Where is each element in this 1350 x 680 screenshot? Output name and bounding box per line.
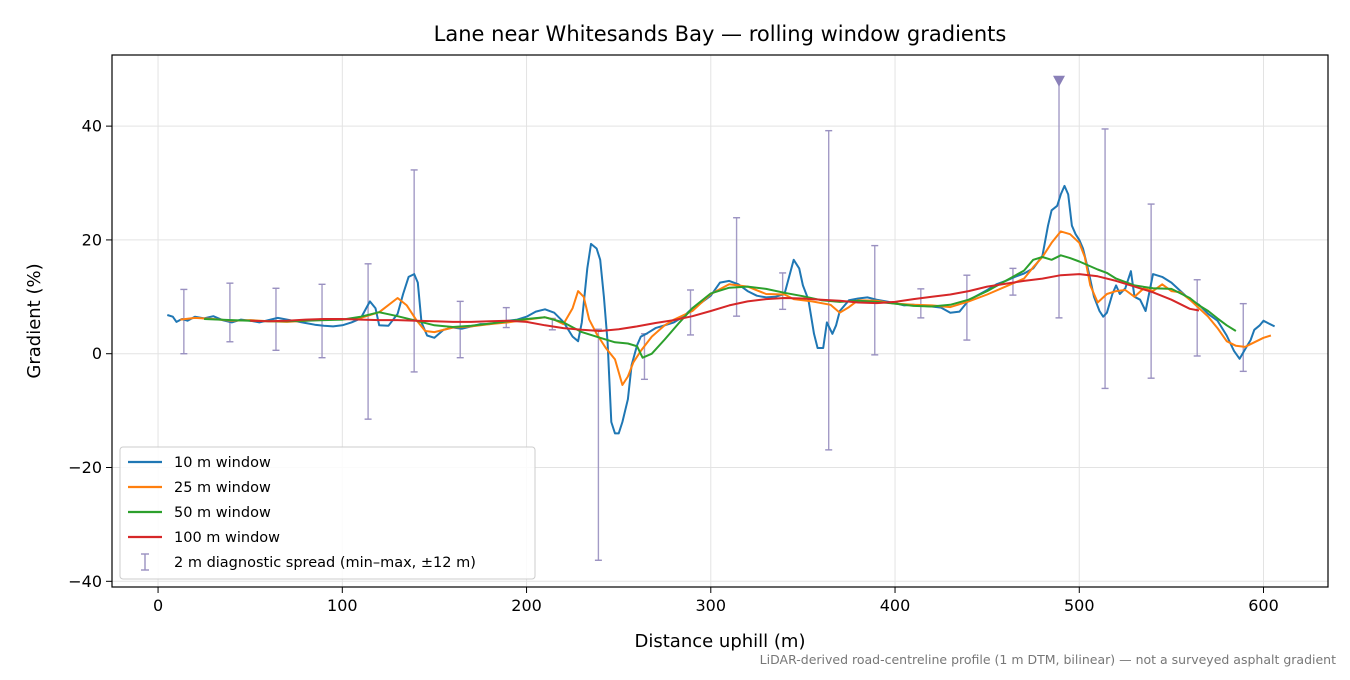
legend-label: 100 m window (174, 530, 280, 546)
series-line-1 (167, 184, 1276, 435)
legend-swatch-errorbar (141, 553, 149, 571)
y-tick-label: 0 (92, 344, 102, 363)
errorbar (733, 217, 741, 317)
y-tick-label: 20 (82, 230, 102, 249)
x-tick-label: 400 (880, 596, 911, 615)
x-tick-label: 100 (327, 596, 358, 615)
errorbar (180, 288, 188, 355)
errorbar (226, 282, 234, 343)
x-tick-label: 600 (1248, 596, 1279, 615)
errorbar (1101, 128, 1109, 390)
y-axis-label: Gradient (%) (24, 263, 45, 378)
x-axis-label: Distance uphill (m) (635, 631, 806, 652)
chart-title: Lane near Whitesands Bay — rolling windo… (434, 22, 1007, 46)
y-tick-label: 40 (82, 117, 102, 136)
y-tick-label: −20 (68, 458, 102, 477)
series-line-4 (250, 273, 1200, 332)
series-layer (167, 184, 1276, 435)
legend: 10 m window 25 m window 50 m window 100 m w… (119, 446, 536, 580)
errorbar (456, 300, 464, 359)
legend-box (119, 446, 536, 580)
plot-frame (111, 54, 1329, 588)
legend-label: 2 m diagnostic spread (min–max, ±12 m) (174, 555, 476, 571)
legend-label: 10 m window (174, 455, 271, 471)
x-tick-label: 300 (696, 596, 727, 615)
errorbar (410, 169, 418, 373)
clipped-marker (1053, 75, 1066, 87)
errorbar (825, 129, 833, 451)
errorbar (963, 274, 971, 341)
footnote: LiDAR-derived road-centreline profile (1… (760, 652, 1336, 667)
errorbar (502, 306, 510, 329)
errorbar (1193, 279, 1201, 357)
x-tick-label: 200 (511, 596, 542, 615)
x-tick-label: 500 (1064, 596, 1095, 615)
errorbar (779, 272, 787, 311)
errorbar (1239, 302, 1247, 373)
x-tick-label: 0 (153, 596, 163, 615)
errorbar (594, 328, 602, 561)
y-tick-label: −40 (68, 572, 102, 591)
legend-label: 50 m window (174, 505, 271, 521)
tick-layer: 0 100 200 300 400 500 600 −40 −20 0 20 40 (68, 117, 1279, 615)
series-line-2 (180, 230, 1272, 386)
legend-label: 25 m window (174, 480, 271, 496)
errorbar (917, 288, 925, 319)
errorbar (364, 263, 372, 420)
